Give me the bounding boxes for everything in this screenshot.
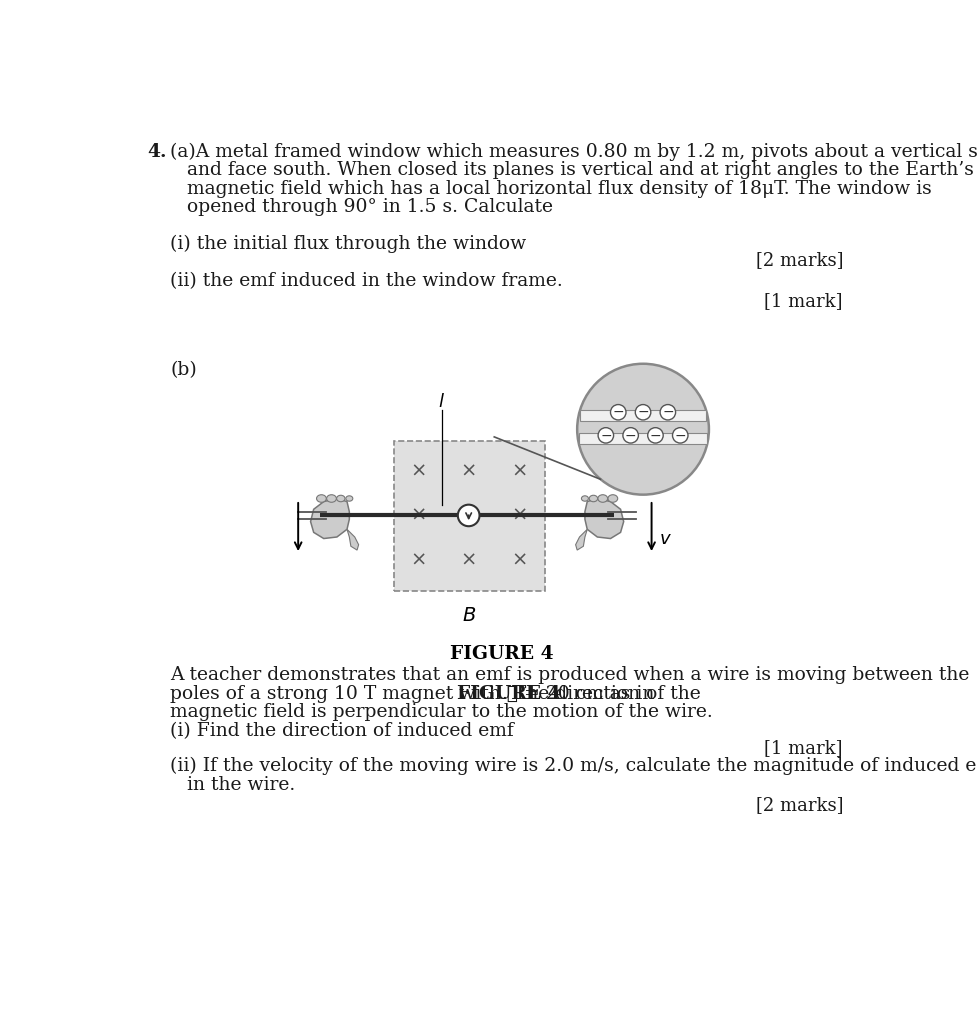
Ellipse shape xyxy=(326,495,336,502)
Text: −: − xyxy=(637,405,648,419)
Bar xyxy=(393,440,544,591)
Bar xyxy=(579,410,705,421)
Text: in the wire.: in the wire. xyxy=(188,776,295,794)
Text: FIGURE 4: FIGURE 4 xyxy=(456,685,560,703)
Text: [2 marks]: [2 marks] xyxy=(754,250,842,269)
Text: $\it{l}$: $\it{l}$ xyxy=(438,394,445,411)
Text: [2 marks]: [2 marks] xyxy=(754,796,842,814)
Circle shape xyxy=(635,405,650,420)
Text: magnetic field is perpendicular to the motion of the wire.: magnetic field is perpendicular to the m… xyxy=(170,703,712,721)
Text: opened through 90° in 1.5 s. Calculate: opened through 90° in 1.5 s. Calculate xyxy=(188,198,553,216)
Text: ×: × xyxy=(511,462,528,481)
Ellipse shape xyxy=(608,495,617,502)
Ellipse shape xyxy=(597,495,607,502)
Text: ×: × xyxy=(511,550,528,570)
Text: (i) Find the direction of induced emf: (i) Find the direction of induced emf xyxy=(170,722,514,739)
Circle shape xyxy=(598,427,613,443)
Polygon shape xyxy=(347,529,359,550)
Circle shape xyxy=(576,364,708,495)
Text: ×: × xyxy=(409,462,426,481)
Text: 4.: 4. xyxy=(147,142,166,161)
Text: −: − xyxy=(674,428,685,442)
Circle shape xyxy=(659,405,675,420)
Text: −: − xyxy=(661,405,673,419)
Circle shape xyxy=(672,427,687,443)
Polygon shape xyxy=(584,499,623,538)
Text: −: − xyxy=(649,428,660,442)
Text: (ii) the emf induced in the window frame.: (ii) the emf induced in the window frame… xyxy=(170,272,563,290)
Text: $\it{v}$: $\it{v}$ xyxy=(658,529,671,547)
Text: . The direction of the: . The direction of the xyxy=(501,685,700,703)
Polygon shape xyxy=(575,529,586,550)
Circle shape xyxy=(647,427,662,443)
Text: ×: × xyxy=(460,462,477,481)
Ellipse shape xyxy=(317,495,326,502)
Ellipse shape xyxy=(581,496,588,501)
Text: A teacher demonstrates that an emf is produced when a wire is moving between the: A teacher demonstrates that an emf is pr… xyxy=(170,667,968,685)
Text: and face south. When closed its planes is vertical and at right angles to the Ea: and face south. When closed its planes i… xyxy=(188,162,973,179)
Text: FIGURE 4: FIGURE 4 xyxy=(449,644,553,663)
Text: magnetic field which has a local horizontal flux density of 18μT. The window is: magnetic field which has a local horizon… xyxy=(188,180,931,198)
Text: $\it{B}$: $\it{B}$ xyxy=(461,606,475,625)
Ellipse shape xyxy=(589,495,597,502)
Text: [1 mark]: [1 mark] xyxy=(764,292,842,310)
Text: [1 mark]: [1 mark] xyxy=(764,738,842,756)
Ellipse shape xyxy=(336,495,345,502)
Text: −: − xyxy=(600,428,611,442)
Polygon shape xyxy=(311,499,349,538)
Text: (b): (b) xyxy=(170,362,196,380)
Circle shape xyxy=(610,405,625,420)
Text: ×: × xyxy=(511,506,528,525)
Text: (a)A metal framed window which measures 0.80 m by 1.2 m, pivots about a vertical: (a)A metal framed window which measures … xyxy=(170,142,977,161)
Text: ×: × xyxy=(460,550,477,570)
Text: ×: × xyxy=(409,550,426,570)
Text: −: − xyxy=(612,405,623,419)
Text: (ii) If the velocity of the moving wire is 2.0 m/s, calculate the magnitude of i: (ii) If the velocity of the moving wire … xyxy=(170,758,977,776)
Text: ×: × xyxy=(409,506,426,525)
Circle shape xyxy=(622,427,638,443)
Text: (i) the initial flux through the window: (i) the initial flux through the window xyxy=(170,235,526,254)
Text: −: − xyxy=(624,428,636,442)
Text: poles of a strong 10 T magnet with ℓ = 20 cm as in: poles of a strong 10 T magnet with ℓ = 2… xyxy=(170,685,660,703)
Ellipse shape xyxy=(346,496,353,501)
Circle shape xyxy=(457,505,479,526)
Text: ×: × xyxy=(460,506,477,525)
Bar xyxy=(578,433,706,443)
